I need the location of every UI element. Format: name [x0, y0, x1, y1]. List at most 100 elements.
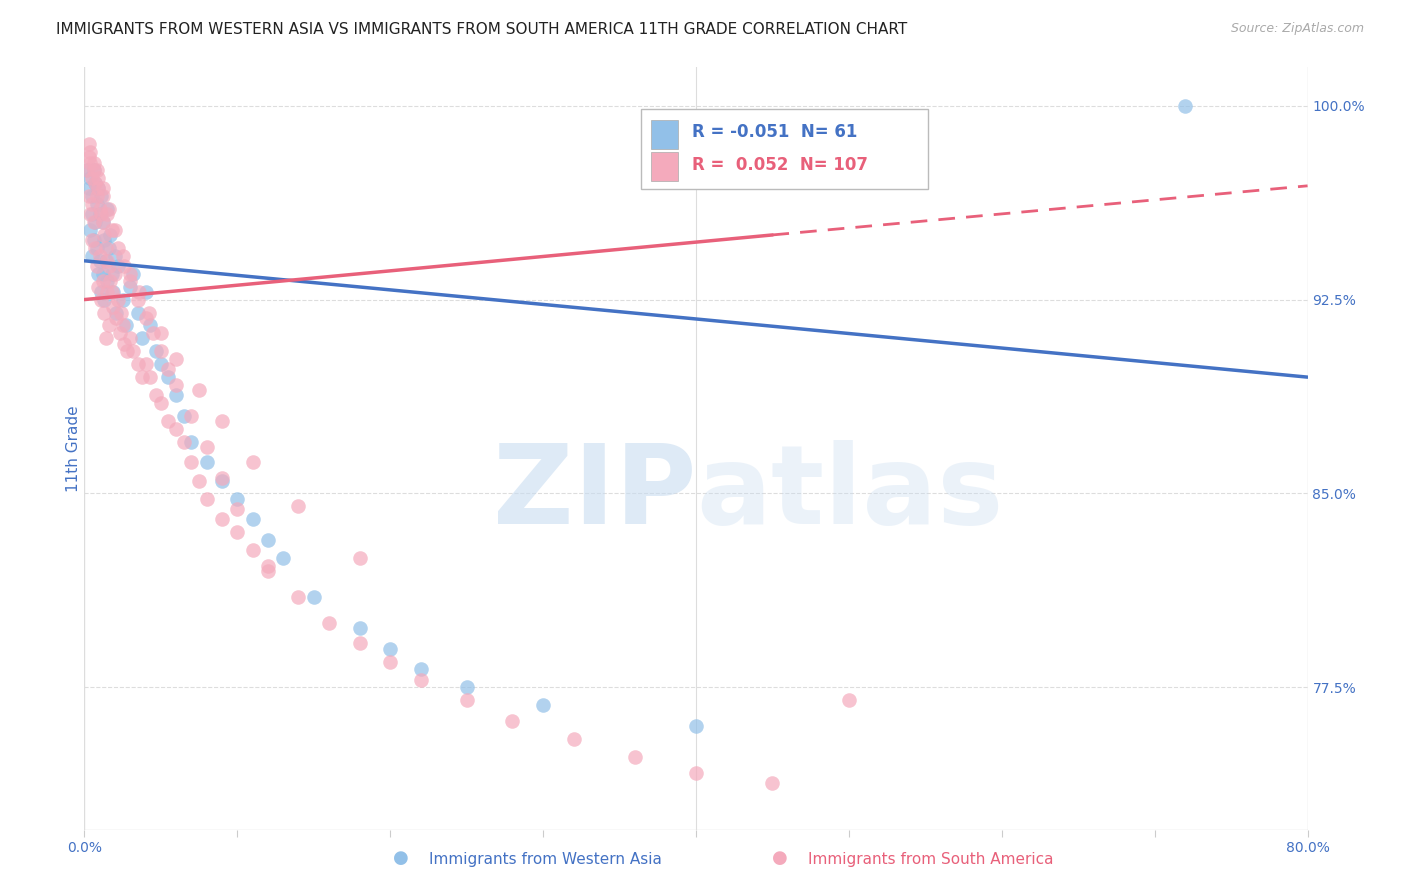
Point — [135, 285, 157, 299]
Point — [89, 249, 111, 263]
Point — [1174, 98, 1197, 112]
Point — [101, 267, 124, 281]
Point — [97, 318, 120, 333]
Text: R = -0.051  N= 61: R = -0.051 N= 61 — [692, 123, 858, 141]
Point — [456, 681, 478, 695]
Point — [80, 207, 103, 221]
Point — [96, 207, 118, 221]
Point — [84, 176, 107, 190]
Point — [91, 267, 114, 281]
Point — [112, 336, 135, 351]
Point — [90, 293, 112, 307]
Point — [83, 233, 105, 247]
Point — [120, 331, 142, 345]
Text: R =  0.052  N= 107: R = 0.052 N= 107 — [692, 155, 869, 174]
Point — [90, 207, 112, 221]
Point — [101, 285, 124, 299]
Point — [90, 285, 112, 299]
Point — [349, 551, 371, 566]
Point — [142, 326, 165, 341]
Point — [242, 455, 264, 469]
Point — [104, 267, 127, 281]
Point — [211, 474, 233, 488]
Point — [89, 253, 111, 268]
Point — [157, 370, 180, 384]
Point — [80, 233, 103, 247]
Point — [165, 388, 187, 402]
Point — [98, 227, 121, 242]
Point — [83, 163, 105, 178]
Point — [242, 512, 264, 526]
Point — [93, 227, 115, 242]
Point — [93, 293, 115, 307]
Point — [105, 310, 128, 325]
Point — [257, 564, 280, 578]
Point — [111, 293, 134, 307]
Point — [76, 163, 98, 178]
Point — [287, 590, 309, 604]
Bar — [651, 120, 678, 148]
Point — [79, 207, 101, 221]
Point — [257, 558, 280, 573]
Point — [127, 357, 149, 371]
Point — [226, 502, 249, 516]
Point — [195, 440, 218, 454]
Point — [838, 693, 860, 707]
Point — [195, 455, 218, 469]
Point — [110, 305, 132, 319]
Point — [127, 293, 149, 307]
Point — [87, 181, 110, 195]
Point — [94, 253, 117, 268]
Point — [86, 259, 108, 273]
Point — [101, 223, 124, 237]
Point — [380, 655, 402, 669]
Point — [257, 533, 280, 547]
Point — [456, 693, 478, 707]
Point — [76, 163, 98, 178]
Point — [349, 621, 371, 635]
Point — [115, 344, 138, 359]
Point — [91, 215, 114, 229]
Text: ZIP: ZIP — [492, 441, 696, 548]
Point — [149, 396, 172, 410]
Point — [94, 241, 117, 255]
Point — [139, 370, 162, 384]
Point — [87, 181, 110, 195]
Point — [108, 326, 131, 341]
Point — [226, 525, 249, 540]
Point — [84, 215, 107, 229]
Point — [180, 409, 202, 423]
Point — [120, 275, 142, 289]
Point — [349, 636, 371, 650]
Point — [77, 137, 100, 152]
Point — [98, 275, 121, 289]
Point — [149, 326, 172, 341]
Point — [149, 344, 172, 359]
Point — [89, 202, 111, 216]
Point — [83, 163, 105, 178]
Point — [90, 189, 112, 203]
Point — [211, 414, 233, 428]
Point — [87, 279, 110, 293]
Point — [79, 155, 101, 169]
Point — [103, 285, 125, 299]
Point — [103, 301, 125, 315]
Point — [211, 471, 233, 485]
Point — [105, 305, 128, 319]
Point — [104, 223, 127, 237]
Point — [77, 181, 100, 195]
Point — [91, 189, 114, 203]
Point — [380, 641, 402, 656]
Point — [157, 362, 180, 376]
Point — [127, 305, 149, 319]
Point — [131, 331, 153, 345]
Point — [114, 318, 136, 333]
Point — [211, 512, 233, 526]
Point — [97, 259, 120, 273]
Point — [135, 357, 157, 371]
Point — [84, 176, 107, 190]
Point — [89, 207, 111, 221]
Point — [79, 223, 101, 237]
Text: Immigrants from Western Asia: Immigrants from Western Asia — [429, 852, 662, 867]
Point — [318, 615, 340, 630]
